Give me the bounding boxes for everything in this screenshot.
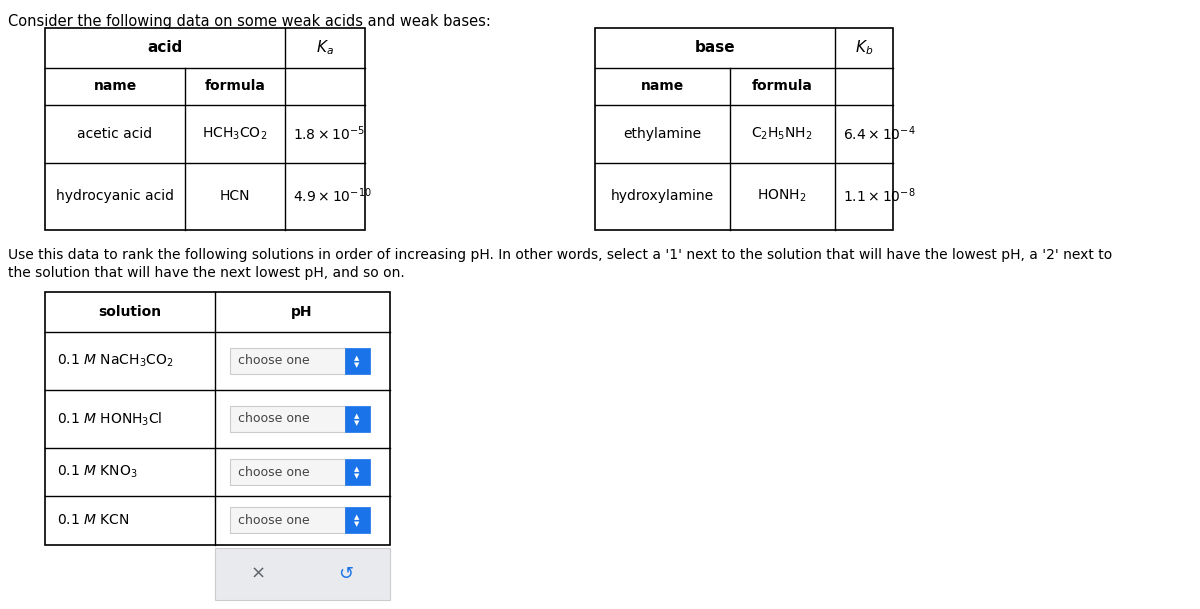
Text: choose one: choose one [238,412,310,426]
Text: $1.8 \times 10^{-5}$: $1.8 \times 10^{-5}$ [293,125,365,143]
Text: $\mathrm{C_2H_5NH_2}$: $\mathrm{C_2H_5NH_2}$ [751,126,812,142]
Text: 0.1 $M$ HONH$_3$Cl: 0.1 $M$ HONH$_3$Cl [58,410,162,428]
Text: ▼: ▼ [354,420,360,426]
Text: $\mathrm{HCH_3CO_2}$: $\mathrm{HCH_3CO_2}$ [203,126,268,142]
Text: 0.1 $M$ NaCH$_3$CO$_2$: 0.1 $M$ NaCH$_3$CO$_2$ [58,353,174,369]
Text: ↺: ↺ [338,565,354,583]
Text: $K_b$: $K_b$ [854,38,874,57]
Text: ▲: ▲ [354,413,360,419]
Text: $4.9 \times 10^{-10}$: $4.9 \times 10^{-10}$ [293,187,372,205]
Text: acid: acid [148,41,182,55]
Text: ethylamine: ethylamine [623,127,701,141]
Text: ▼: ▼ [354,521,360,527]
Text: the solution that will have the next lowest pH, and so on.: the solution that will have the next low… [8,266,404,280]
Text: formula: formula [204,79,265,93]
Text: $1.1 \times 10^{-8}$: $1.1 \times 10^{-8}$ [842,187,916,205]
Text: choose one: choose one [238,513,310,527]
Text: name: name [94,79,137,93]
Text: hydroxylamine: hydroxylamine [611,189,714,203]
Text: solution: solution [98,305,162,319]
Text: choose one: choose one [238,354,310,367]
Text: $\mathrm{HONH_2}$: $\mathrm{HONH_2}$ [757,188,806,204]
Text: ×: × [251,565,265,583]
Text: $K_a$: $K_a$ [316,38,334,57]
Text: ▲: ▲ [354,355,360,361]
Text: HCN: HCN [220,189,251,203]
Text: ▲: ▲ [354,514,360,520]
Text: Consider the following data on some weak acids and weak bases:: Consider the following data on some weak… [8,14,491,29]
Text: acetic acid: acetic acid [78,127,152,141]
Text: base: base [695,41,736,55]
Text: ▲: ▲ [354,466,360,472]
Text: pH: pH [292,305,313,319]
Text: Use this data to rank the following solutions in order of increasing pH. In othe: Use this data to rank the following solu… [8,248,1112,262]
Text: ▼: ▼ [354,473,360,479]
Text: ▼: ▼ [354,362,360,368]
Text: name: name [641,79,684,93]
Text: choose one: choose one [238,465,310,479]
Text: $6.4 \times 10^{-4}$: $6.4 \times 10^{-4}$ [842,125,916,143]
Text: 0.1 $M$ KNO$_3$: 0.1 $M$ KNO$_3$ [58,464,138,481]
Text: hydrocyanic acid: hydrocyanic acid [56,189,174,203]
Text: formula: formula [751,79,812,93]
Text: 0.1 $M$ KCN: 0.1 $M$ KCN [58,513,130,527]
